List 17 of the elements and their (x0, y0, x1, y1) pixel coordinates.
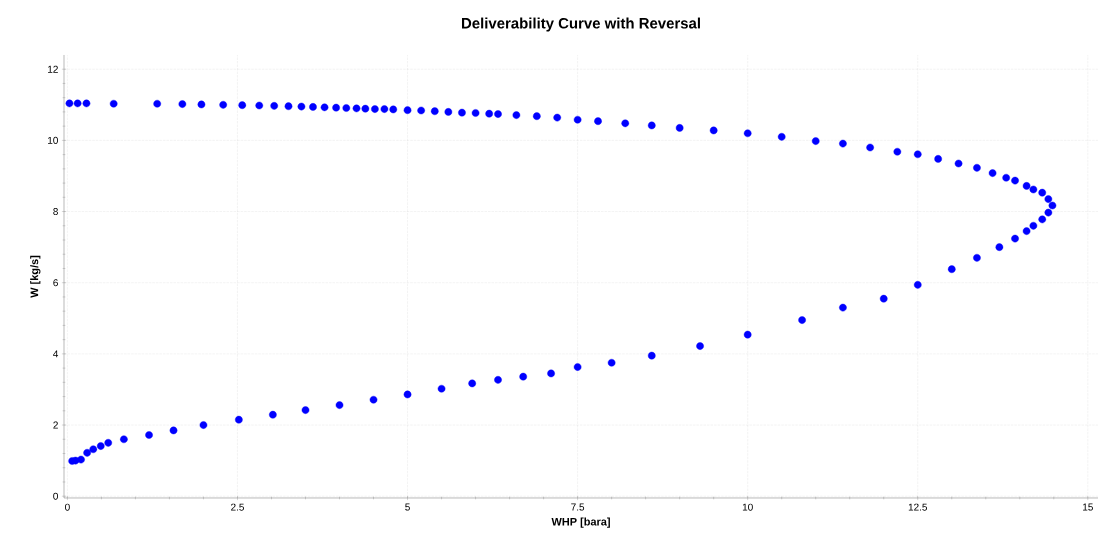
x-tick-label: 12.5 (908, 503, 928, 511)
x-tick-label: 5 (405, 503, 410, 511)
y-axis-title: W [kg/s] (30, 255, 41, 298)
y-tick-label: 0 (53, 492, 58, 500)
y-tick-label: 6 (53, 279, 58, 287)
y-tick-label: 10 (48, 136, 58, 144)
x-tick-label: 7.5 (571, 503, 585, 511)
chart-title: Deliverability Curve with Reversal (461, 17, 700, 32)
x-axis-title: WHP [bara] (551, 517, 610, 528)
x-tick-label: 15 (1083, 503, 1093, 511)
y-tick-label: 8 (53, 208, 58, 216)
x-tick-label: 10 (742, 503, 753, 511)
x-tick-label: 0 (65, 503, 70, 511)
y-tick-label: 12 (48, 65, 58, 73)
x-tick-label: 2.5 (231, 503, 244, 511)
y-tick-label: 2 (53, 421, 58, 429)
y-tick-label: 4 (53, 350, 59, 358)
